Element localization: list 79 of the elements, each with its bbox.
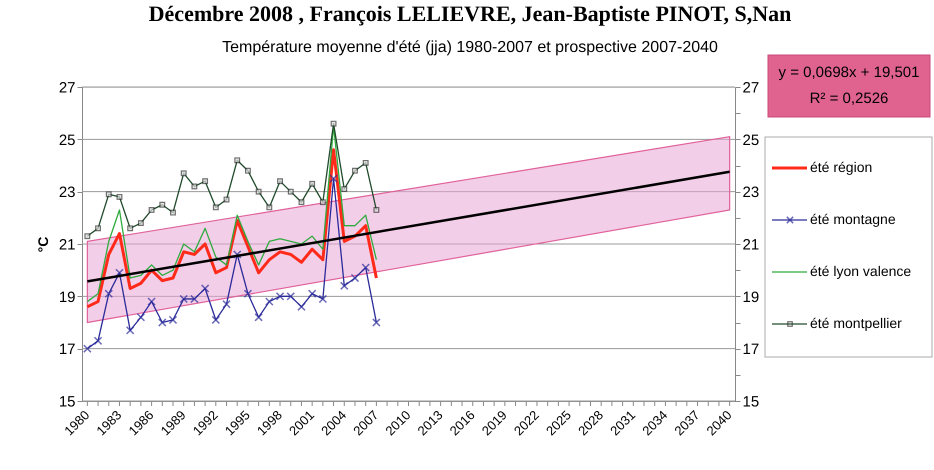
legend-label: été montpellier bbox=[810, 315, 902, 331]
point bbox=[256, 188, 262, 195]
legend-label: été montagne bbox=[810, 211, 896, 227]
point bbox=[84, 233, 90, 240]
point bbox=[341, 186, 348, 192]
y2-tick-label: 25 bbox=[742, 132, 760, 149]
point bbox=[350, 274, 360, 282]
point bbox=[159, 202, 166, 208]
point bbox=[254, 312, 263, 322]
point bbox=[244, 168, 251, 174]
point bbox=[265, 297, 274, 306]
y2-tick-label: 17 bbox=[742, 341, 760, 358]
chart-title: Température moyenne d'été (jja) 1980-2007 et prospective 2007-2040 bbox=[222, 39, 718, 56]
text: y = 0,0698x + 19,501 bbox=[778, 64, 920, 81]
point bbox=[147, 297, 156, 306]
y-tick-label: 15 bbox=[58, 394, 76, 410]
y2-tick-label: 27 bbox=[742, 80, 760, 96]
point bbox=[202, 178, 208, 184]
y2-tick-label: 15 bbox=[742, 394, 760, 410]
point bbox=[297, 302, 306, 312]
y-tick-label: 25 bbox=[58, 132, 76, 149]
y2-tick-label: 23 bbox=[742, 184, 760, 202]
point bbox=[309, 180, 316, 187]
point bbox=[138, 220, 144, 226]
point bbox=[136, 312, 146, 322]
y-tick-label: 17 bbox=[58, 341, 76, 358]
y-tick-label: 21 bbox=[58, 236, 76, 254]
point bbox=[340, 282, 349, 290]
y2-tick-label: 19 bbox=[742, 288, 760, 306]
y-tick-label: 23 bbox=[58, 184, 76, 202]
point bbox=[320, 199, 326, 206]
y-tick-label: 19 bbox=[58, 288, 76, 306]
y2-tick-label: 21 bbox=[742, 236, 760, 254]
point bbox=[191, 183, 198, 190]
point bbox=[298, 199, 304, 206]
point bbox=[126, 326, 134, 335]
point bbox=[212, 204, 219, 210]
point bbox=[361, 263, 370, 272]
point bbox=[330, 120, 337, 127]
point bbox=[372, 318, 381, 327]
point bbox=[212, 316, 220, 324]
point bbox=[277, 178, 283, 184]
text: R² = 0,2526 bbox=[810, 90, 888, 107]
legend-label: été lyon valence bbox=[810, 263, 912, 279]
point bbox=[127, 225, 134, 232]
point bbox=[170, 210, 176, 216]
point bbox=[286, 292, 296, 301]
point bbox=[318, 294, 328, 304]
point bbox=[179, 294, 188, 304]
legend-label: été région bbox=[810, 159, 872, 175]
point bbox=[234, 157, 240, 164]
point bbox=[148, 207, 155, 213]
point bbox=[116, 194, 122, 200]
point bbox=[352, 168, 358, 174]
point bbox=[222, 300, 231, 308]
point bbox=[83, 344, 92, 353]
point bbox=[266, 204, 272, 210]
point bbox=[95, 225, 101, 232]
point bbox=[168, 316, 178, 324]
line-series bbox=[86, 148, 378, 308]
point bbox=[244, 289, 252, 298]
point bbox=[362, 160, 369, 166]
y-axis-title: °C bbox=[34, 236, 51, 252]
point bbox=[224, 196, 230, 202]
point bbox=[180, 170, 187, 176]
point bbox=[288, 188, 294, 195]
point bbox=[158, 318, 167, 327]
point bbox=[232, 250, 242, 259]
point bbox=[329, 174, 338, 183]
point bbox=[104, 289, 114, 298]
point bbox=[308, 289, 316, 298]
point bbox=[373, 207, 380, 213]
text: Décembre 2008 , François LELIEVRE, Jean-Baptiste PINOT, S,Nan bbox=[148, 1, 792, 26]
point bbox=[276, 292, 284, 301]
point bbox=[94, 336, 102, 346]
point bbox=[200, 284, 210, 293]
y-tick-label: 27 bbox=[58, 80, 76, 96]
point bbox=[106, 191, 112, 198]
point bbox=[190, 294, 199, 304]
